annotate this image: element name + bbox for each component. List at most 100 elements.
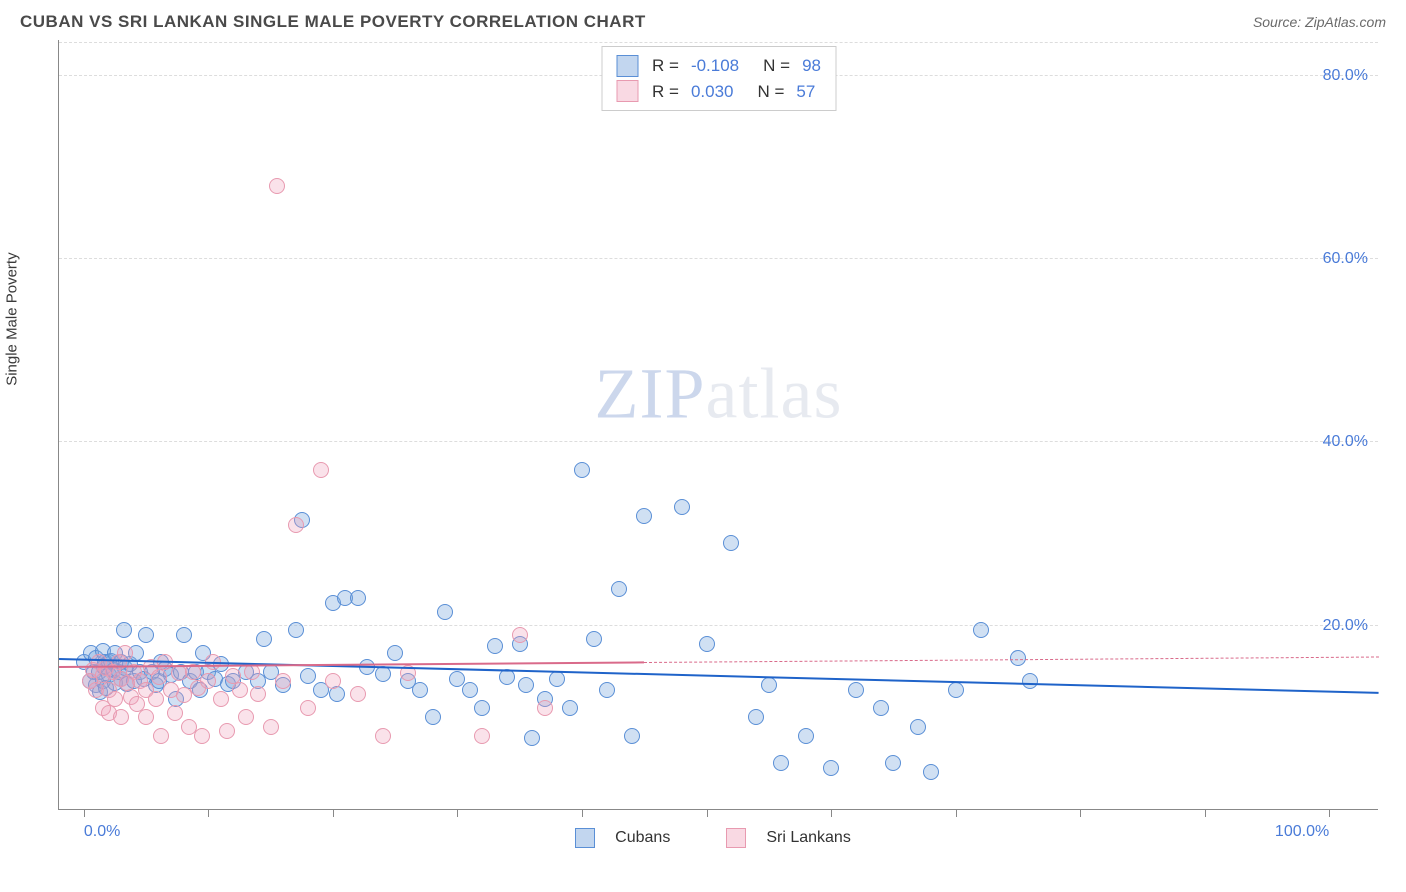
scatter-point-cubans (624, 728, 640, 744)
legend-n-value: 98 (802, 53, 821, 79)
y-tick-label: 40.0% (1323, 433, 1368, 451)
legend-item: Sri Lankans (712, 829, 865, 846)
legend-swatch (575, 828, 595, 848)
scatter-point-srilankans (232, 682, 248, 698)
scatter-point-cubans (329, 686, 345, 702)
scatter-point-cubans (873, 700, 889, 716)
scatter-point-cubans (474, 700, 490, 716)
scatter-point-cubans (823, 760, 839, 776)
scatter-point-cubans (748, 709, 764, 725)
plot-region: ZIPatlas R = -0.108N = 98R = 0.030N = 57… (58, 40, 1378, 810)
scatter-point-cubans (636, 508, 652, 524)
chart-header: CUBAN VS SRI LANKAN SINGLE MALE POVERTY … (0, 0, 1406, 40)
x-tick (84, 809, 85, 817)
scatter-point-srilankans (107, 691, 123, 707)
scatter-point-srilankans (153, 728, 169, 744)
gridline (59, 625, 1378, 626)
scatter-point-cubans (574, 462, 590, 478)
scatter-point-cubans (773, 755, 789, 771)
scatter-point-cubans (948, 682, 964, 698)
scatter-point-cubans (885, 755, 901, 771)
legend-label: Cubans (615, 829, 670, 846)
scatter-point-srilankans (213, 691, 229, 707)
chart-source: Source: ZipAtlas.com (1253, 14, 1386, 30)
y-tick-label: 60.0% (1323, 250, 1368, 268)
x-tick (1080, 809, 1081, 817)
scatter-point-srilankans (167, 705, 183, 721)
legend-row: R = -0.108N = 98 (616, 53, 821, 79)
scatter-point-cubans (723, 535, 739, 551)
x-tick (582, 809, 583, 817)
scatter-point-cubans (848, 682, 864, 698)
y-axis-label: Single Male Poverty (4, 252, 21, 385)
scatter-point-cubans (674, 499, 690, 515)
scatter-point-srilankans (288, 517, 304, 533)
scatter-point-cubans (699, 636, 715, 652)
legend-n-value: 57 (796, 79, 815, 105)
x-tick-label: 0.0% (84, 823, 120, 841)
gridline (59, 42, 1378, 43)
scatter-point-cubans (412, 682, 428, 698)
y-tick-label: 80.0% (1323, 67, 1368, 85)
scatter-point-srilankans (138, 709, 154, 725)
scatter-point-srilankans (263, 719, 279, 735)
scatter-point-srilankans (474, 728, 490, 744)
gridline (59, 441, 1378, 442)
scatter-point-srilankans (238, 709, 254, 725)
scatter-point-srilankans (194, 728, 210, 744)
x-tick (956, 809, 957, 817)
scatter-point-cubans (300, 668, 316, 684)
scatter-point-cubans (176, 627, 192, 643)
scatter-point-srilankans (537, 700, 553, 716)
scatter-point-cubans (1010, 650, 1026, 666)
scatter-point-cubans (387, 645, 403, 661)
scatter-point-srilankans (151, 669, 167, 685)
scatter-point-srilankans (250, 686, 266, 702)
scatter-point-srilankans (300, 700, 316, 716)
legend-item: Cubans (561, 829, 684, 846)
scatter-point-cubans (256, 631, 272, 647)
scatter-point-cubans (462, 682, 478, 698)
scatter-point-srilankans (200, 673, 216, 689)
scatter-point-srilankans (148, 691, 164, 707)
scatter-point-cubans (586, 631, 602, 647)
scatter-point-srilankans (375, 728, 391, 744)
scatter-point-srilankans (171, 665, 187, 681)
legend-swatch (726, 828, 746, 848)
watermark-atlas: atlas (706, 353, 843, 433)
chart-area: Single Male Poverty ZIPatlas R = -0.108N… (40, 40, 1386, 848)
scatter-point-cubans (518, 677, 534, 693)
x-tick (1205, 809, 1206, 817)
scatter-point-cubans (910, 719, 926, 735)
scatter-point-cubans (524, 730, 540, 746)
chart-title: CUBAN VS SRI LANKAN SINGLE MALE POVERTY … (20, 12, 646, 32)
legend-r-label: R = (652, 79, 679, 105)
legend-row: R = 0.030N = 57 (616, 79, 821, 105)
x-tick (831, 809, 832, 817)
scatter-point-cubans (425, 709, 441, 725)
scatter-point-srilankans (269, 178, 285, 194)
scatter-point-cubans (798, 728, 814, 744)
x-tick (208, 809, 209, 817)
y-tick-label: 20.0% (1323, 617, 1368, 635)
scatter-point-cubans (562, 700, 578, 716)
watermark-zip: ZIP (595, 353, 706, 433)
legend-n-label: N = (757, 79, 784, 105)
scatter-point-cubans (138, 627, 154, 643)
scatter-point-cubans (437, 604, 453, 620)
scatter-point-cubans (973, 622, 989, 638)
scatter-point-cubans (599, 682, 615, 698)
legend-n-label: N = (763, 53, 790, 79)
scatter-point-cubans (923, 764, 939, 780)
scatter-point-srilankans (176, 687, 192, 703)
scatter-point-cubans (350, 590, 366, 606)
scatter-point-cubans (487, 638, 503, 654)
x-tick (457, 809, 458, 817)
scatter-point-srilankans (512, 627, 528, 643)
legend-label: Sri Lankans (766, 829, 851, 846)
scatter-point-srilankans (325, 673, 341, 689)
scatter-point-cubans (1022, 673, 1038, 689)
legend-correlations: R = -0.108N = 98R = 0.030N = 57 (601, 46, 836, 111)
x-tick (707, 809, 708, 817)
scatter-point-cubans (761, 677, 777, 693)
